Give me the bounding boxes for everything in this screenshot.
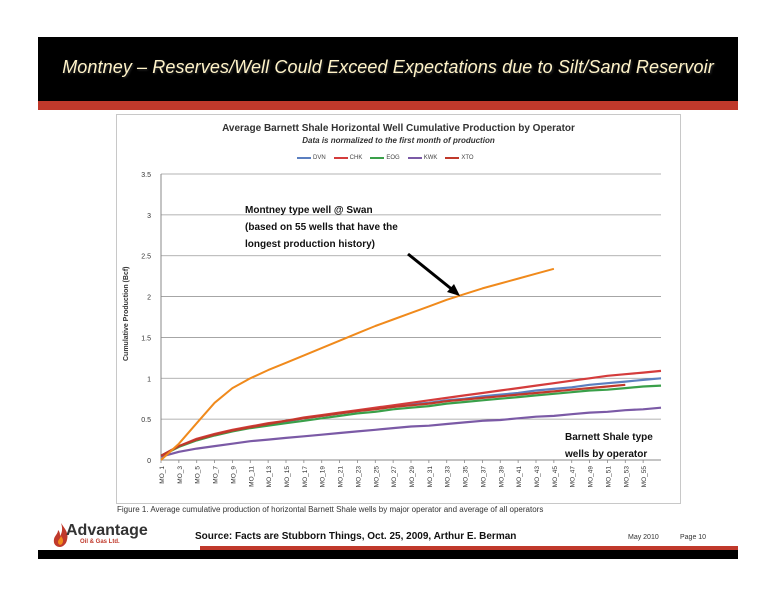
x-tick-label: MO_19 (320, 466, 327, 488)
x-tick-label: MO_25 (373, 466, 380, 488)
legend-item: CHK (333, 155, 363, 161)
slide-title: Montney – Reserves/Well Could Exceed Exp… (62, 57, 714, 77)
legend-swatch (297, 157, 311, 159)
chart-legend: DVN CHK EOG KWK XTO (297, 153, 474, 163)
x-tick-label: MO_11 (248, 466, 255, 487)
y-tick-label: 0 (147, 458, 151, 465)
y-tick-label: 0.5 (141, 417, 151, 424)
x-tick-label: MO_39 (498, 466, 505, 488)
y-tick-label: 1.5 (141, 335, 151, 342)
y-tick-label: 1 (147, 376, 151, 383)
legend-swatch (370, 157, 385, 159)
barnett-annotation-line: Barnett Shale type (565, 432, 653, 443)
y-tick-label: 2.5 (141, 254, 151, 261)
montney-annotation-line: longest production history) (245, 239, 375, 250)
annotation-arrow-head (447, 284, 460, 296)
chart-panel: Average Barnett Shale Horizontal Well Cu… (116, 114, 681, 504)
x-tick-label: MO_21 (338, 466, 345, 488)
x-tick-label: MO_33 (445, 466, 452, 488)
x-tick-label: MO_43 (534, 466, 541, 488)
montney-annotation-line: (based on 55 wells that have the (245, 222, 398, 233)
x-tick-label: MO_47 (570, 466, 577, 488)
x-tick-label: MO_29 (409, 466, 416, 488)
legend-item: XTO (445, 155, 474, 161)
footer-black-bar (38, 550, 738, 559)
chart-title: Average Barnett Shale Horizontal Well Cu… (222, 123, 575, 134)
logo-subtitle: Oil & Gas Ltd. (80, 539, 120, 545)
x-tick-label: MO_27 (391, 466, 398, 488)
legend-label: EOG (386, 155, 400, 161)
flame-icon (53, 523, 68, 547)
x-tick-label: MO_9 (230, 466, 237, 484)
series-line-eog (160, 384, 662, 457)
montney-annotation-line: Montney type well @ Swan (245, 205, 373, 216)
x-tick-label: MO_17 (302, 466, 309, 488)
x-tick-label: MO_53 (623, 466, 630, 488)
legend-swatch (445, 157, 460, 159)
x-tick-label: MO_31 (427, 466, 434, 488)
x-tick-label: MO_7 (213, 466, 220, 484)
x-tick-label: MO_41 (516, 466, 523, 488)
y-tick-label: 2 (147, 295, 151, 302)
company-logo: Advantage Oil & Gas Ltd. (52, 522, 162, 550)
x-tick-label: MO_5 (195, 466, 202, 484)
legend-item: DVN (297, 155, 326, 161)
logo-brand: Advantage (66, 522, 148, 539)
x-tick-label: MO_51 (605, 466, 612, 488)
title-underline-bar (38, 101, 738, 110)
x-tick-label: MO_1 (159, 466, 166, 484)
legend-label: DVN (313, 155, 326, 161)
legend-swatch (333, 157, 348, 159)
x-tick-label: MO_49 (588, 466, 595, 488)
legend-item: EOG (370, 155, 400, 161)
series-line-kwk (160, 406, 662, 458)
x-tick-label: MO_13 (266, 466, 273, 488)
title-bar: Montney – Reserves/Well Could Exceed Exp… (38, 37, 738, 101)
footer-page-number: Page 10 (680, 534, 707, 541)
footer-date: May 2010 (628, 534, 659, 541)
legend-label: XTO (461, 155, 474, 161)
legend-label: KWK (423, 155, 438, 161)
source-citation: Source: Facts are Stubborn Things, Oct. … (195, 531, 517, 542)
annotation-arrow-line (407, 252, 455, 293)
footer-red-bar (200, 546, 738, 550)
series-line-montney-type-well-swan (160, 267, 555, 461)
barnett-annotation-line: wells by operator (564, 449, 647, 460)
x-tick-label: MO_3 (177, 466, 184, 484)
figure-caption: Figure 1. Average cumulative production … (117, 505, 544, 514)
x-tick-label: MO_35 (463, 466, 470, 488)
x-tick-label: MO_45 (552, 466, 559, 488)
legend-label: CHK (349, 155, 363, 161)
line-chart: 0 0.5 1 1.5 2 2.5 3 3.5 MO_1 MO_3 MO_5 MO_7 MO_9 MO_1… (141, 172, 662, 488)
legend-item: KWK (407, 155, 438, 161)
x-tick-label: MO_55 (641, 466, 648, 488)
legend-swatch (407, 157, 422, 159)
chart-subtitle: Data is normalized to the first month of… (302, 136, 495, 145)
series-line-xto (160, 383, 626, 457)
y-tick-label: 3 (147, 213, 151, 220)
x-tick-label: MO_23 (355, 466, 362, 488)
x-tick-label: MO_15 (284, 466, 291, 488)
x-tick-label: MO_37 (480, 466, 487, 488)
y-tick-label: 3.5 (141, 172, 151, 179)
